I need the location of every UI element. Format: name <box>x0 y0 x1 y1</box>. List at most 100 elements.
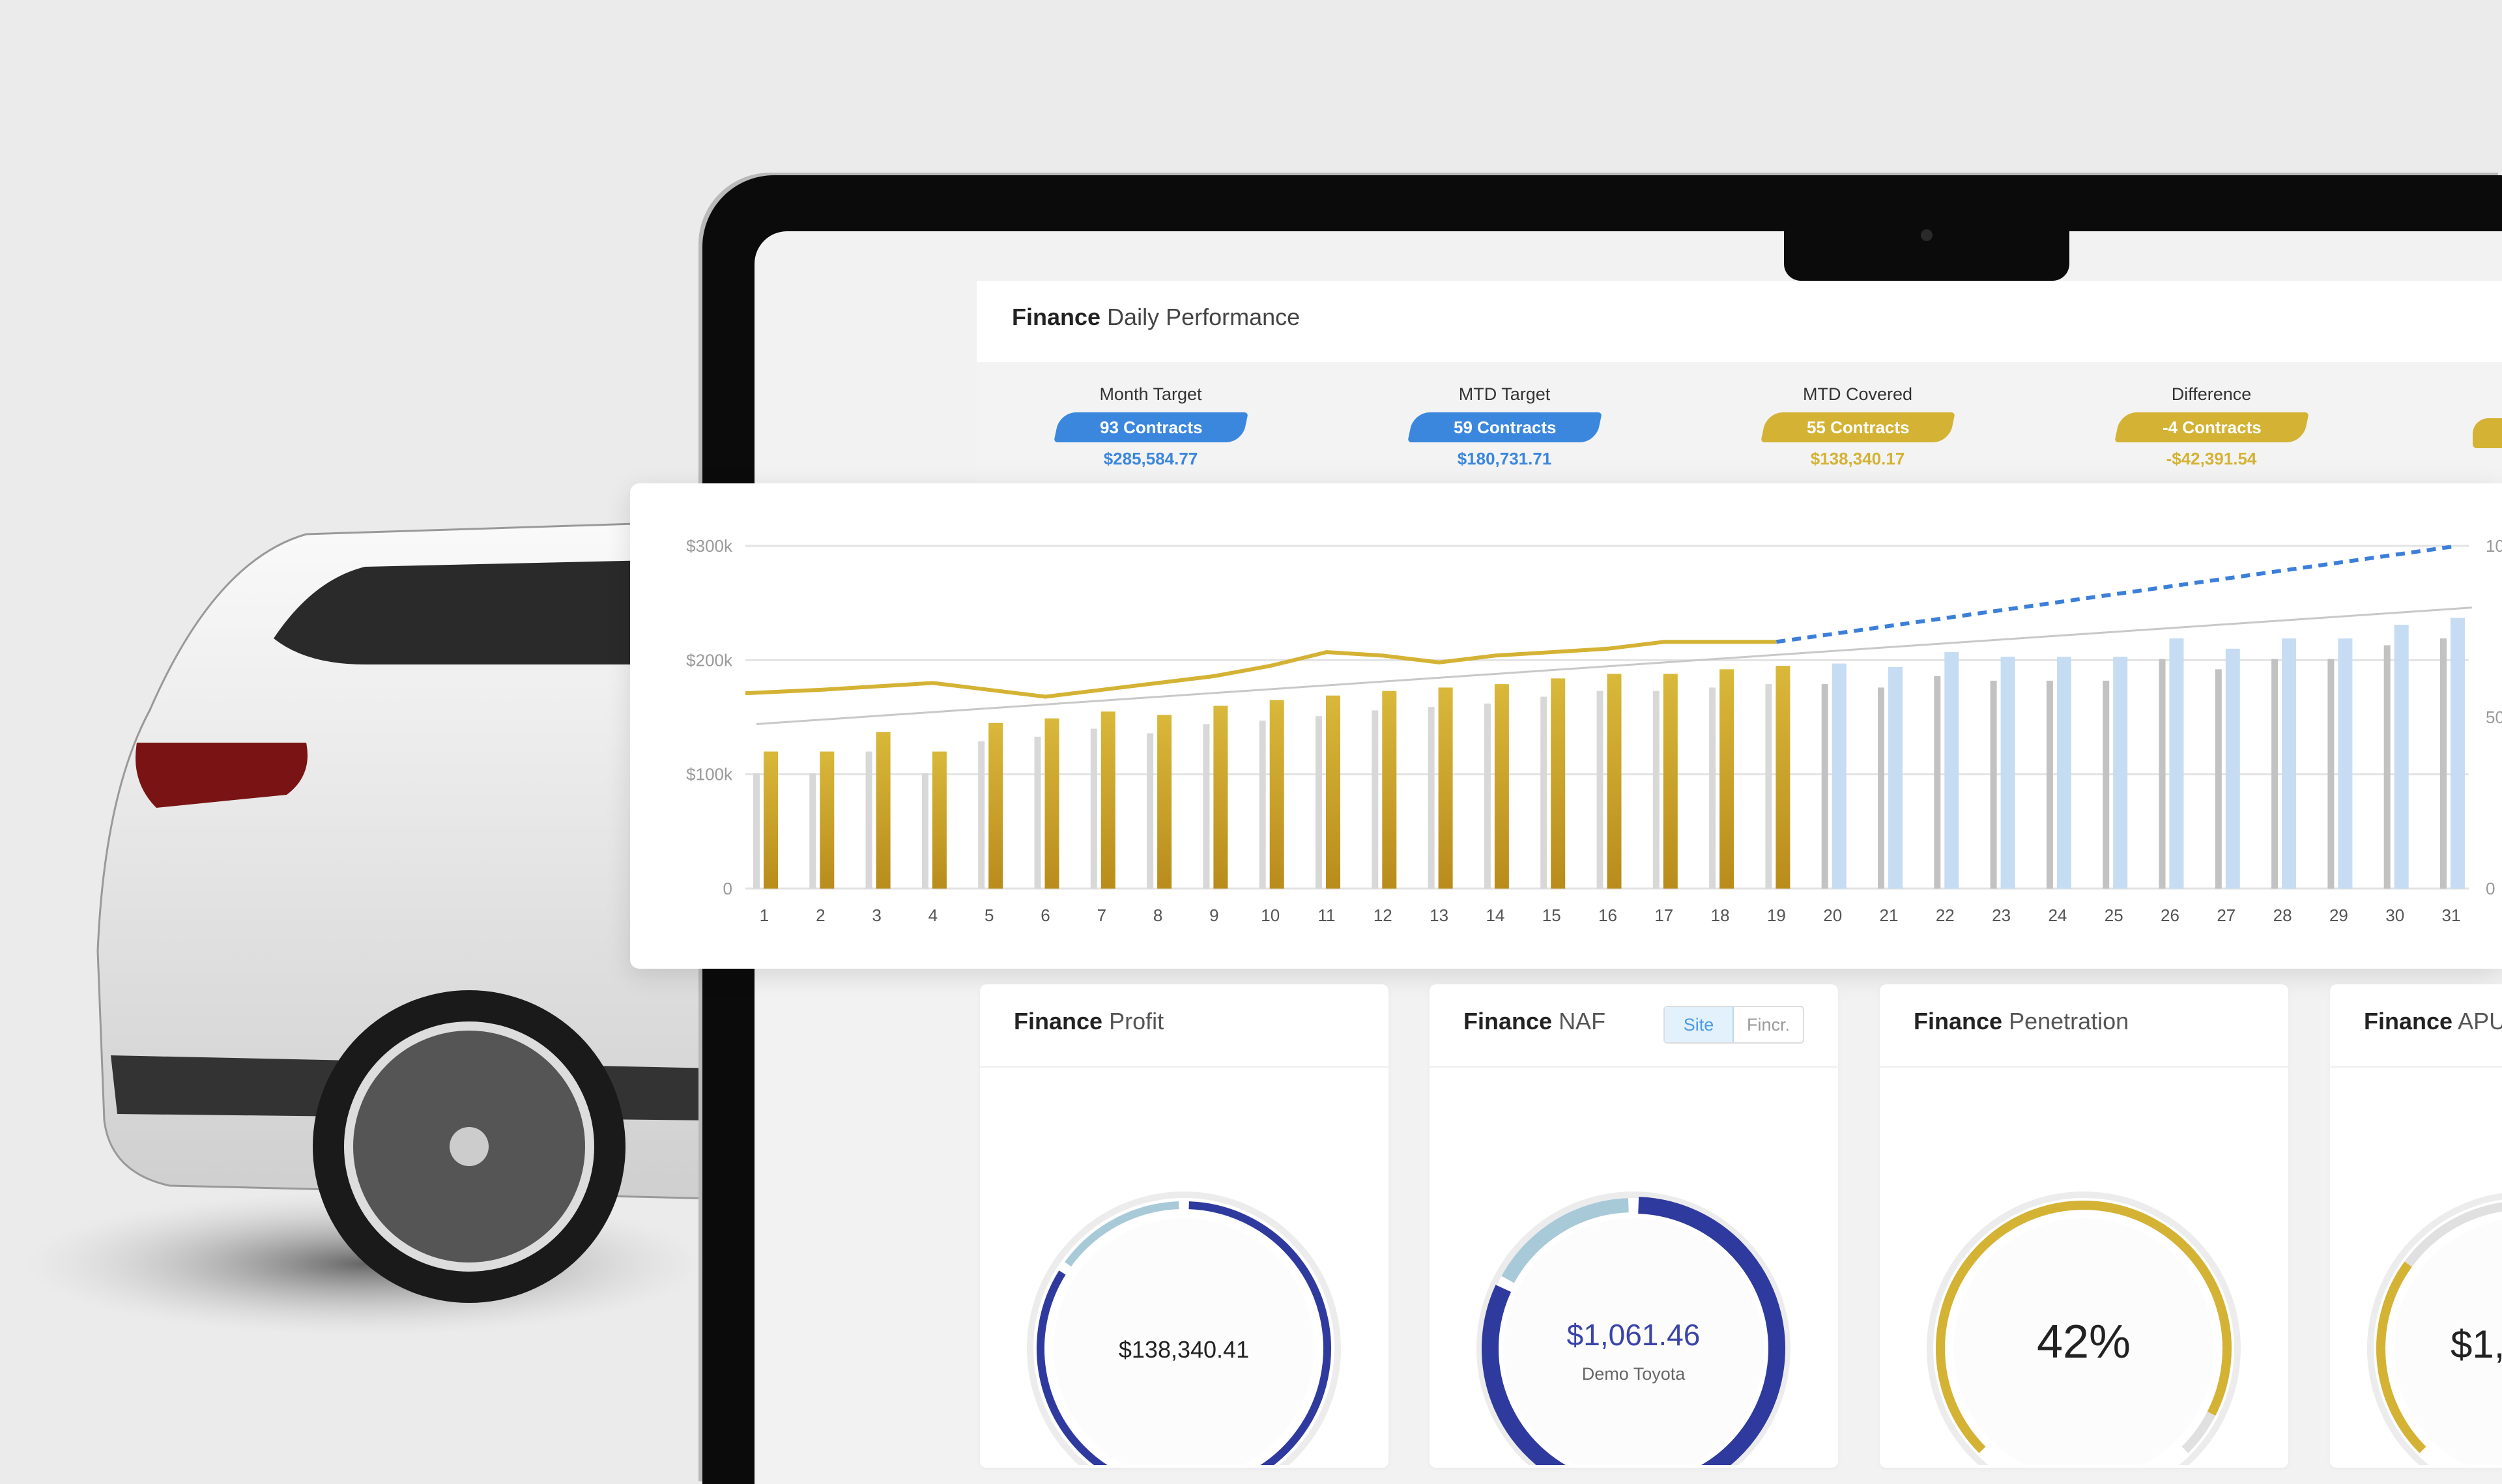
divider <box>980 1066 1388 1068</box>
actual-bar <box>764 751 778 889</box>
x-tick-label: 10 <box>1261 906 1280 925</box>
x-tick-label: 4 <box>928 906 938 925</box>
forecast-bar <box>2282 638 2297 889</box>
toggle-site[interactable]: Site <box>1665 1007 1734 1042</box>
x-tick-label: 18 <box>1711 906 1730 925</box>
target-bar <box>2327 659 2335 889</box>
target-bar <box>921 773 928 889</box>
x-tick-label: 24 <box>2048 906 2067 925</box>
x-tick-label: 14 <box>1486 906 1504 925</box>
x-tick-label: 16 <box>1598 906 1617 925</box>
projection-line <box>1776 544 2458 644</box>
forecast-bar <box>2113 657 2128 889</box>
y2-tick-label: 100 <box>2486 536 2502 556</box>
actual-bar <box>1494 684 1509 889</box>
forecast-bar <box>1832 663 1847 889</box>
actual-bar <box>1044 718 1059 889</box>
target-bar <box>1709 687 1716 889</box>
actual-bar <box>1326 695 1340 889</box>
actual-bar <box>1438 687 1453 889</box>
x-tick-label: 6 <box>1041 906 1050 925</box>
target-bar <box>1259 721 1266 889</box>
kpi-pill-partial <box>2473 418 2502 448</box>
trend-line <box>756 606 2473 726</box>
target-bar <box>1765 684 1772 889</box>
target-bar <box>2159 659 2166 889</box>
gauge-face <box>1054 1218 1314 1465</box>
card-title-rest: NAF <box>1559 1008 1606 1035</box>
actual-bar <box>1269 700 1284 889</box>
target-bar <box>2103 680 2110 889</box>
forecast-bar <box>2000 657 2015 889</box>
cumulative-line <box>745 640 1777 699</box>
gauge: $0.00$1, <box>2367 1193 2502 1465</box>
card-finance-apu: Finance APU $0.00$1, <box>2330 984 2502 1468</box>
target-bar <box>865 751 872 889</box>
x-tick-label: 23 <box>1992 906 2011 925</box>
forecast-bar <box>2225 648 2240 889</box>
x-tick-label: 1 <box>760 906 769 925</box>
forecast-bar <box>1944 652 1959 889</box>
target-bar <box>1934 676 1941 889</box>
x-tick-label: 25 <box>2105 906 2123 925</box>
toggle-fincr[interactable]: Fincr. <box>1746 1015 1790 1035</box>
y2-tick-label: 0 <box>2486 879 2495 898</box>
target-bar <box>1316 716 1322 889</box>
actual-bar <box>1157 715 1172 889</box>
target-bar <box>1484 703 1491 889</box>
actual-bar <box>1551 678 1566 889</box>
gauge: 0%45%42% <box>1927 1191 2241 1465</box>
gauge-value: $1, <box>2451 1322 2502 1366</box>
x-tick-label: 31 <box>2442 906 2461 925</box>
target-bar <box>1540 696 1547 889</box>
target-bar <box>1203 724 1210 889</box>
actual-bar <box>932 751 947 889</box>
kpi-pill: -4 Contracts <box>2114 412 2309 442</box>
y2-tick-label: 50 <box>2486 707 2502 727</box>
x-tick-label: 12 <box>1373 906 1392 925</box>
site-fincr-toggle[interactable]: Site Fincr. <box>1663 1006 1804 1044</box>
target-bar <box>1372 710 1379 889</box>
kpi-label: Month Target <box>1099 384 1202 404</box>
card-title: Finance Penetration <box>1914 1008 2129 1035</box>
card-title-bold: Finance <box>1914 1008 2003 1035</box>
target-bar <box>2383 645 2391 889</box>
kpi-pill-text: -4 Contracts <box>2162 418 2261 437</box>
kpi-pill-text: 55 Contracts <box>1806 418 1909 437</box>
gauge: $138,340.41 <box>1027 1191 1341 1465</box>
forecast-bar <box>2338 638 2353 889</box>
forecast-bar <box>1888 666 1903 889</box>
gauge-value: $1,061.46 <box>1567 1318 1701 1352</box>
x-tick-label: 19 <box>1767 906 1786 925</box>
x-tick-label: 9 <box>1209 906 1218 925</box>
actual-bar <box>1607 674 1622 889</box>
x-tick-label: 29 <box>2329 906 2348 925</box>
gauge-face <box>1503 1218 1764 1465</box>
divider <box>1430 1066 1838 1068</box>
x-tick-label: 3 <box>872 906 881 925</box>
divider <box>2330 1066 2502 1068</box>
gauge-face <box>1953 1218 2214 1465</box>
target-bar <box>1034 736 1041 889</box>
kpi-pill-text: 93 Contracts <box>1099 418 1202 437</box>
card-title-bold: Finance <box>1463 1008 1553 1035</box>
x-tick-label: 28 <box>2273 906 2292 925</box>
y-tick-label: $100k <box>686 765 733 784</box>
actual-bar <box>1213 706 1228 889</box>
header-card <box>977 281 2502 362</box>
card-finance-penetration: Finance Penetration 0%45%42% <box>1880 984 2288 1468</box>
target-bar <box>1090 728 1097 889</box>
kpi-label: MTD Covered <box>1802 384 1913 404</box>
card-title-rest: Penetration <box>2009 1008 2129 1035</box>
x-tick-label: 5 <box>985 906 994 925</box>
x-tick-label: 8 <box>1153 906 1162 925</box>
remaining-arc <box>1065 1201 1179 1267</box>
card-title-rest: APU <box>2458 1008 2502 1035</box>
kpi-value: $138,340.17 <box>1810 449 1905 468</box>
card-finance-profit: Finance Profit $138,340.41 <box>980 984 1388 1468</box>
x-tick-label: 26 <box>2161 906 2179 925</box>
target-bar <box>2271 659 2279 889</box>
kpi-pill: 55 Contracts <box>1760 412 1955 442</box>
kpi-0: Month Target 93 Contracts $285,584.77 <box>1014 362 1287 469</box>
card-title: Finance Profit <box>1014 1008 1164 1035</box>
